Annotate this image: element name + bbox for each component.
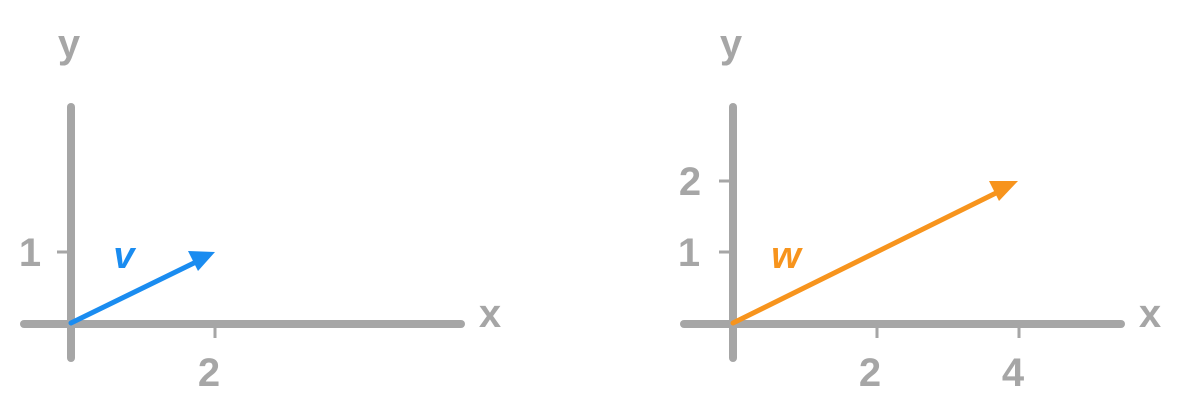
right-x-tick-label-4: 4 — [1002, 351, 1025, 395]
left-y-tick-label-1: 1 — [19, 231, 41, 275]
vector-w-arrowhead — [989, 181, 1018, 201]
right-y-tick-label-1: 1 — [678, 231, 700, 275]
vector-v-label: v — [113, 235, 136, 277]
right-x-tick-label-2: 2 — [859, 351, 881, 395]
left-y-axis-label: y — [58, 22, 81, 66]
left-x-axis-label: x — [479, 292, 501, 336]
left-x-tick-label-2: 2 — [198, 351, 220, 395]
vector-w-shaft — [730, 189, 1001, 326]
left-plot: 2 1 x y v — [19, 22, 501, 395]
right-x-axis-label: x — [1139, 292, 1161, 336]
vector-w-label: w — [771, 235, 803, 277]
right-y-tick-label-2: 2 — [679, 160, 701, 204]
right-y-axis-label: y — [720, 22, 743, 66]
vector-v-shaft — [68, 259, 199, 326]
vector-v-arrowhead — [188, 251, 215, 271]
right-plot: 2 4 1 2 x y w — [678, 22, 1161, 395]
